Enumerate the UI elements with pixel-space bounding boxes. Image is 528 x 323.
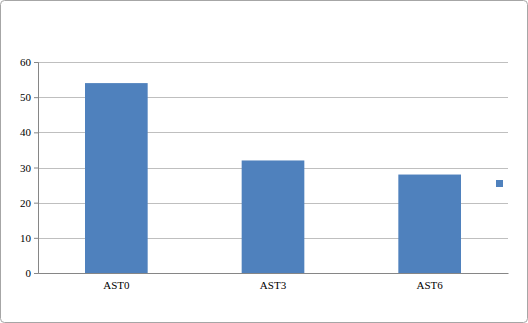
y-tick-label: 30 xyxy=(20,162,32,174)
y-tick: 50 xyxy=(20,91,38,103)
y-tick: 0 xyxy=(26,267,39,279)
y-tick-label: 0 xyxy=(26,267,32,279)
bar xyxy=(242,160,305,273)
y-tick: 40 xyxy=(20,126,38,138)
x-axis: AST0 AST3 AST6 xyxy=(39,273,509,291)
grid xyxy=(38,63,508,274)
y-tick-mark xyxy=(34,132,38,133)
grid-line xyxy=(38,273,508,274)
bars xyxy=(85,83,461,273)
y-tick: 60 xyxy=(20,56,38,68)
x-tick: AST6 xyxy=(417,273,444,291)
y-tick-mark xyxy=(34,168,38,169)
y-tick-mark xyxy=(34,238,38,239)
y-tick-mark xyxy=(34,273,38,274)
x-tick: AST3 xyxy=(260,273,287,291)
y-axis: 0 10 20 30 40 50 60 xyxy=(20,56,39,279)
y-tick-mark xyxy=(34,62,38,63)
y-tick: 20 xyxy=(20,197,38,209)
y-axis-line xyxy=(34,63,39,274)
y-tick-mark xyxy=(34,97,38,98)
y-tick: 30 xyxy=(20,162,38,174)
y-tick-label: 60 xyxy=(20,56,32,68)
x-axis-line xyxy=(39,273,509,274)
grid-line xyxy=(38,62,508,63)
y-tick-label: 20 xyxy=(20,197,32,209)
x-tick-label: AST0 xyxy=(103,279,130,291)
chart: 0 10 20 30 40 50 60 AST0 AST3 AST6 xyxy=(0,0,528,323)
x-tick-label: AST6 xyxy=(417,279,444,291)
y-tick-mark xyxy=(34,203,38,204)
y-tick-label: 50 xyxy=(20,91,32,103)
x-tick-label: AST3 xyxy=(260,279,287,291)
plot: 0 10 20 30 40 50 60 AST0 AST3 AST6 xyxy=(20,56,509,291)
bar xyxy=(85,83,148,273)
y-tick: 10 xyxy=(20,232,38,244)
chart-frame xyxy=(1,1,528,323)
y-tick-label: 10 xyxy=(20,232,32,244)
legend-marker xyxy=(496,180,503,187)
bar xyxy=(398,175,461,273)
x-tick: AST0 xyxy=(103,273,130,291)
y-tick-label: 40 xyxy=(20,126,32,138)
